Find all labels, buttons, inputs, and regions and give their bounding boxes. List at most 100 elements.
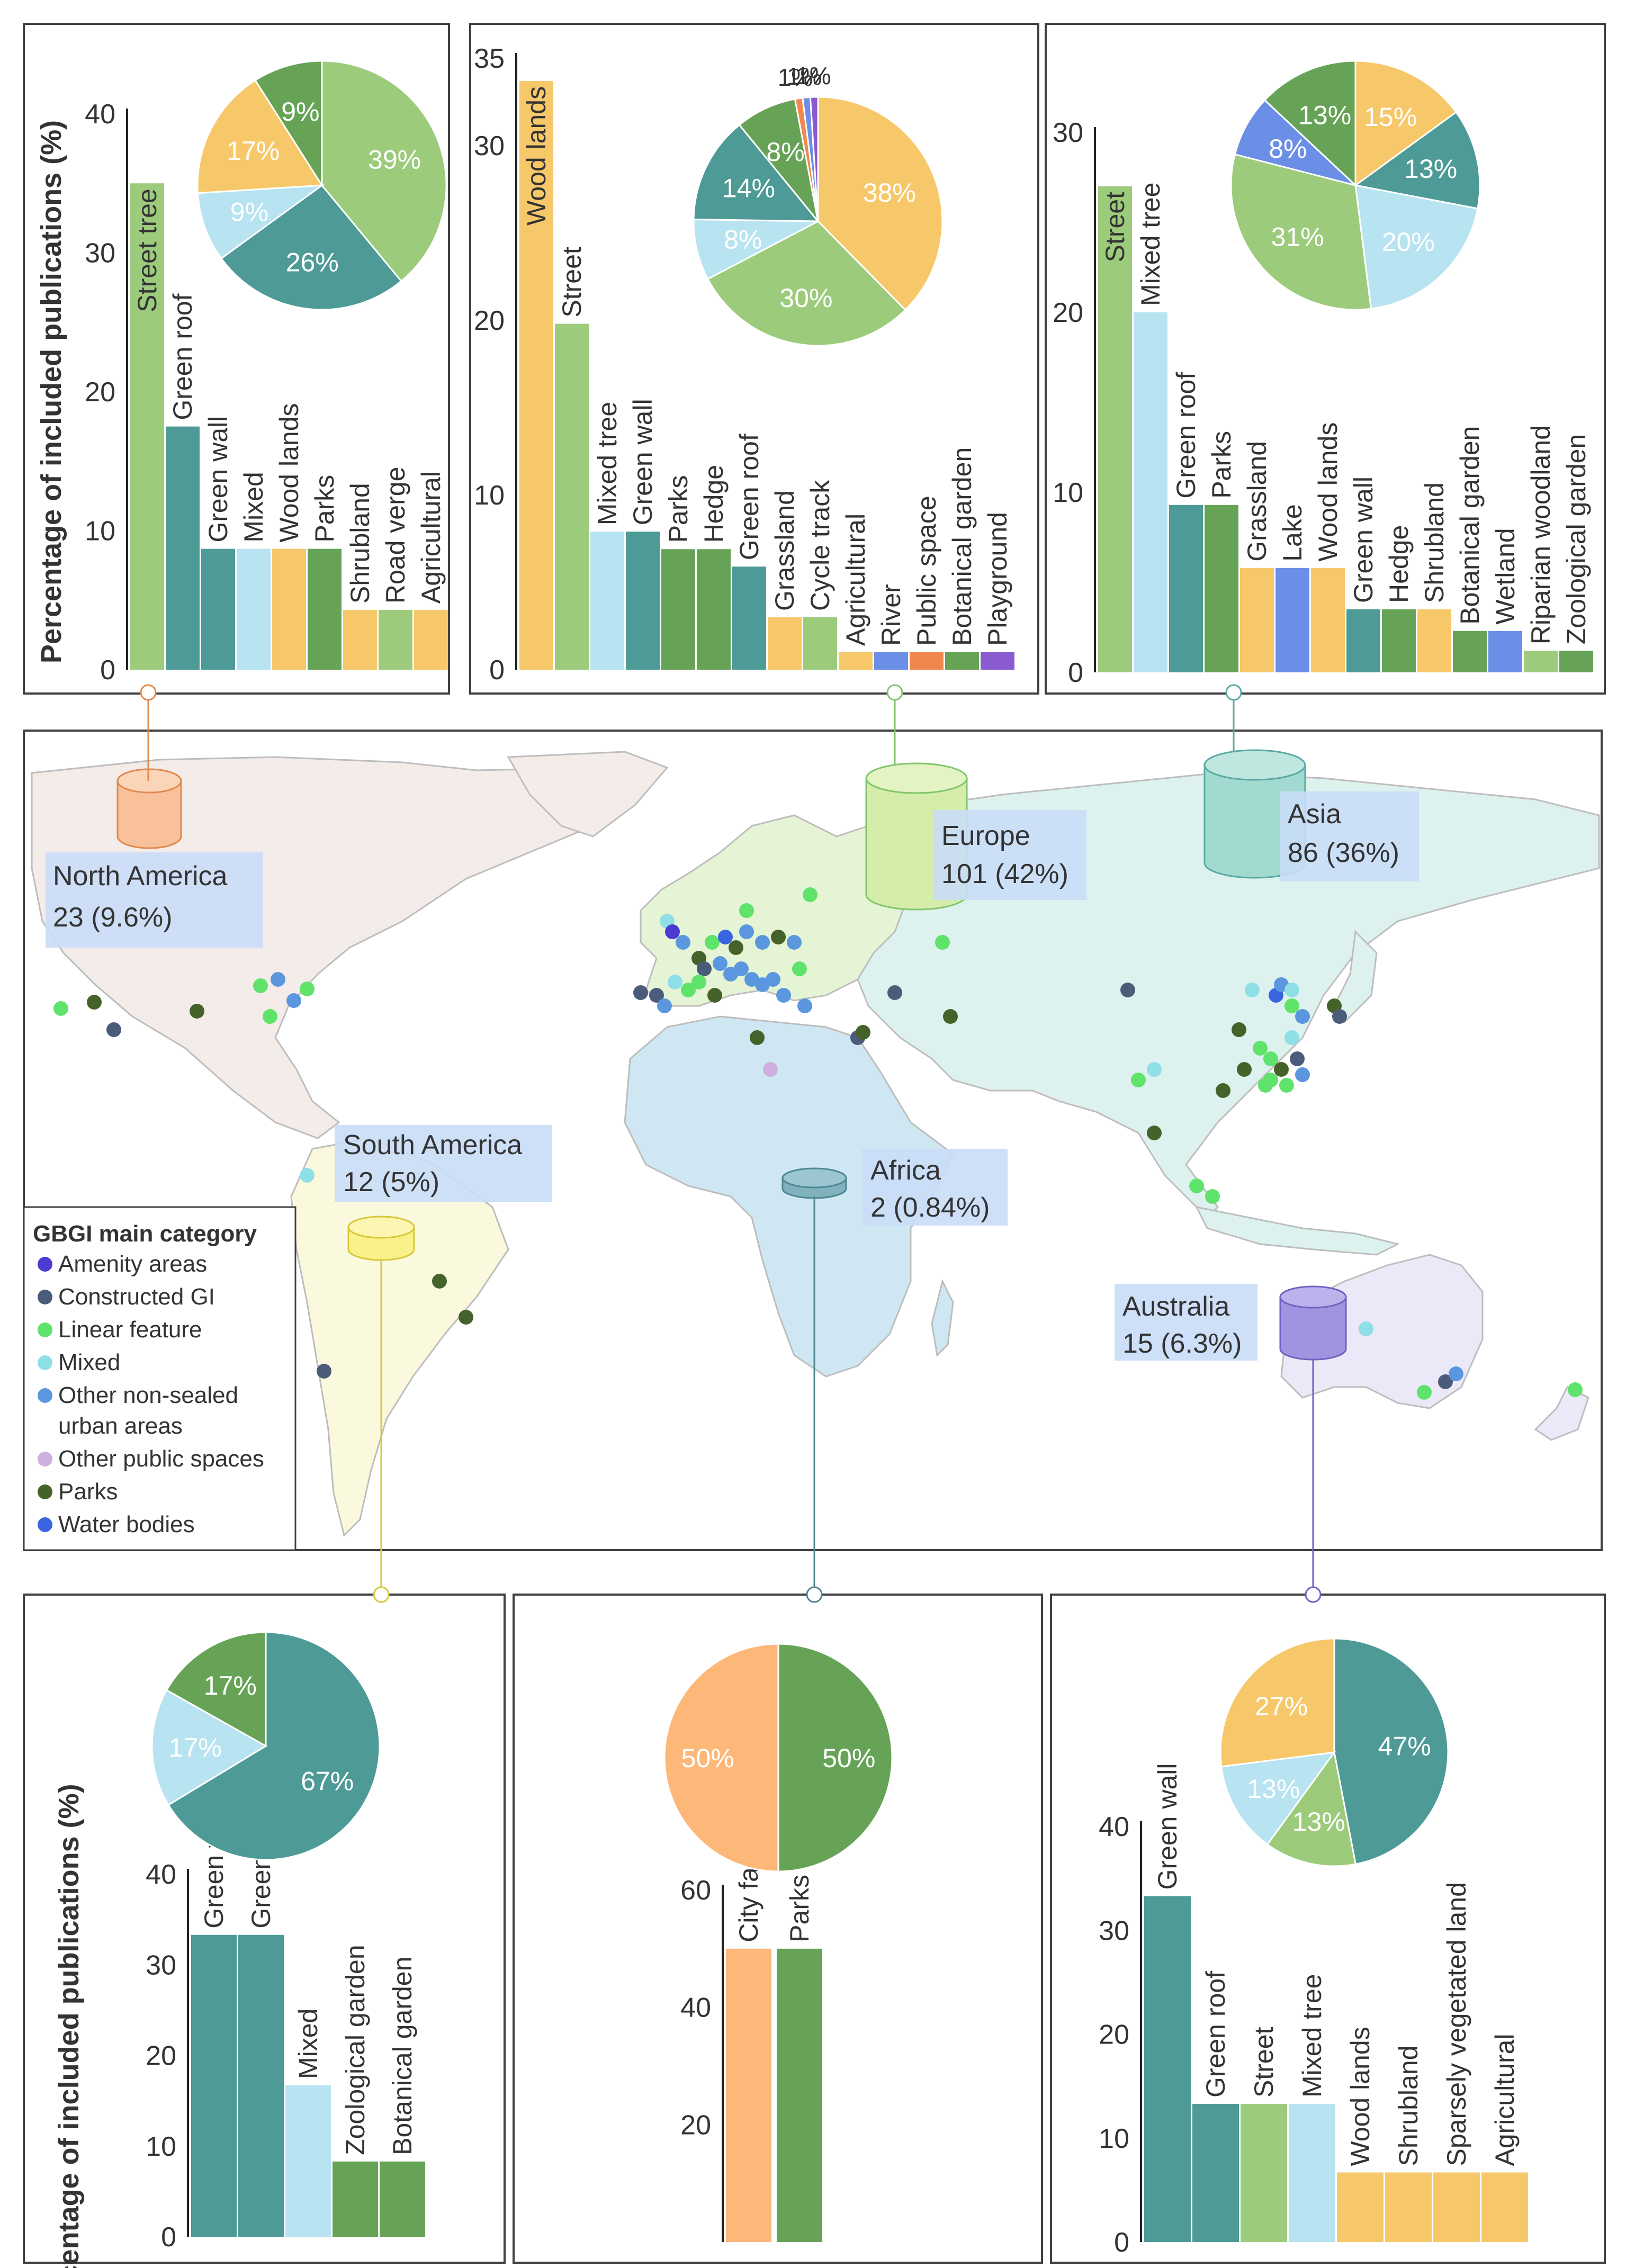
asia-bar-label: Wetland <box>1490 528 1520 625</box>
australia-bar-label: Sparsely vegetated land <box>1442 1882 1471 2166</box>
africa-pie-slice <box>663 1643 779 1873</box>
africa-landmass <box>624 1015 954 1378</box>
africa-bar-label: Parks <box>785 1875 814 1942</box>
north-america-bar-label: Green wall <box>203 416 233 543</box>
europe-bar-label: Street <box>557 247 587 318</box>
europe-bar <box>555 323 589 670</box>
europe-bar <box>519 80 553 670</box>
north-america-bar <box>201 548 235 670</box>
europe-bar-label: Wood lands <box>522 86 551 226</box>
north-america-bar-label: Wood lands <box>274 403 304 542</box>
study-points <box>53 887 1583 1400</box>
region-australia: Australia 15 (6.3%) <box>1115 1284 1347 1361</box>
europe-bar-label: Mixed tree <box>592 402 622 525</box>
europe-bar-label: Agricultural <box>841 514 870 646</box>
australia-y-tick-label: 40 <box>1099 1812 1129 1842</box>
legend-label: Constructed GI <box>58 1284 215 1310</box>
south-america-name: South America <box>343 1130 522 1160</box>
legend-swatch <box>38 1517 52 1532</box>
europe-pie-label: 8% <box>724 225 762 255</box>
legend-swatch <box>38 1388 52 1403</box>
japan-landmass <box>1333 930 1378 1023</box>
asia-bar <box>1169 505 1203 672</box>
australia-bar <box>1241 2103 1287 2242</box>
legend-label: Parks <box>58 1479 118 1505</box>
asia-bar-label: Parks <box>1207 431 1236 499</box>
legend-label: Linear feature <box>58 1317 202 1343</box>
africa-bar <box>726 1948 771 2242</box>
asia-pie-slice <box>1263 60 1357 187</box>
south-america-bar <box>285 2085 331 2237</box>
europe-bar <box>626 532 660 670</box>
australia-pie-slice <box>1333 1637 1449 1865</box>
legend-swatch <box>38 1484 52 1499</box>
south-america-y-axis-title: Percentage of included publications (%) <box>53 1784 85 2268</box>
europe-bar-label: Green roof <box>734 434 764 560</box>
australia-bar <box>1144 1896 1191 2242</box>
legend-label: urban areas <box>58 1413 183 1439</box>
europe-stat: 101 (42%) <box>941 859 1068 889</box>
north-america-bar <box>308 548 342 670</box>
south-america-pie-slice <box>151 1689 267 1806</box>
europe-bar-label: Playground <box>983 512 1012 646</box>
asia-stat: 86 (36%) <box>1288 838 1399 868</box>
europe-pie-label: 1% <box>796 62 831 89</box>
asia-pie-slice <box>1353 111 1481 210</box>
north-america-y-axis-title: Percentage of included publications (%) <box>35 120 67 663</box>
europe-pie-slice <box>693 218 819 280</box>
north-america-bar <box>379 610 412 670</box>
europe-bar-label: Green wall <box>628 399 658 525</box>
north-america-pie-slice <box>321 60 447 283</box>
australia-bar-label: Shrubland <box>1394 2046 1423 2166</box>
south-america-bar <box>191 1934 237 2237</box>
asia-bar <box>1134 312 1167 672</box>
australia-name: Australia <box>1122 1291 1229 1322</box>
europe-bar-label: Cycle track <box>805 480 835 611</box>
europe-label-box <box>933 810 1086 900</box>
north-america-label-box <box>46 852 263 948</box>
australia-bar <box>1385 2172 1432 2242</box>
asia-bar-label: Street <box>1100 192 1130 263</box>
europe-pie-slice <box>706 220 906 347</box>
asia-y-tick-label: 30 <box>1053 118 1083 148</box>
south-america-bar <box>380 2161 425 2237</box>
map-legend: GBGI main category Amenity areas Construc… <box>23 1206 297 1551</box>
europe-bar <box>697 549 731 670</box>
europe-y-tick-label: 20 <box>474 305 505 336</box>
north-america-bar <box>343 610 377 670</box>
region-africa: Africa 2 (0.84%) <box>781 1149 1008 1226</box>
asia-bar-label: Riparian woodland <box>1526 425 1556 644</box>
australia-y-tick-label: 20 <box>1099 2020 1129 2050</box>
south-america-y-tick-label: 40 <box>146 1859 176 1890</box>
greenland-landmass <box>507 751 669 838</box>
australia-y-tick-label: 10 <box>1099 2123 1129 2154</box>
asia-bar <box>1346 609 1380 672</box>
region-asia: Asia 86 (36%) <box>1203 749 1419 881</box>
asia-y-tick-label: 20 <box>1053 298 1083 328</box>
africa-y-tick-label: 40 <box>680 1993 711 2023</box>
asia-y-tick-label: 10 <box>1053 478 1083 508</box>
australia-bar-label: Wood lands <box>1345 2027 1375 2166</box>
europe-pie-label: 38% <box>863 178 916 208</box>
legend-label: Water bodies <box>58 1511 195 1537</box>
asia-bar <box>1240 568 1274 672</box>
north-america-y-tick-label: 10 <box>85 516 115 547</box>
australia-bar-label: Agricultural <box>1490 2033 1520 2166</box>
asia-bar-label: Shrubland <box>1420 482 1449 603</box>
legend-swatch <box>38 1257 52 1272</box>
south-america-y-tick-label: 20 <box>146 2041 176 2072</box>
europe-pie-label: 1% <box>778 64 813 91</box>
australia-pie-slice <box>1220 1751 1336 1846</box>
australia-bar <box>1481 2172 1528 2242</box>
asia-bar <box>1311 568 1345 672</box>
europe-pie-slice <box>817 96 944 311</box>
legend-swatch <box>38 1355 52 1370</box>
europe-bar-label: Grassland <box>770 490 799 611</box>
legend-swatch <box>38 1290 52 1304</box>
asia-bar-label: Zoological garden <box>1561 434 1591 645</box>
north-america-pie-slice <box>196 184 325 260</box>
asia-pie-slice <box>1230 153 1372 311</box>
australia-pie-label: 13% <box>1292 1807 1345 1837</box>
